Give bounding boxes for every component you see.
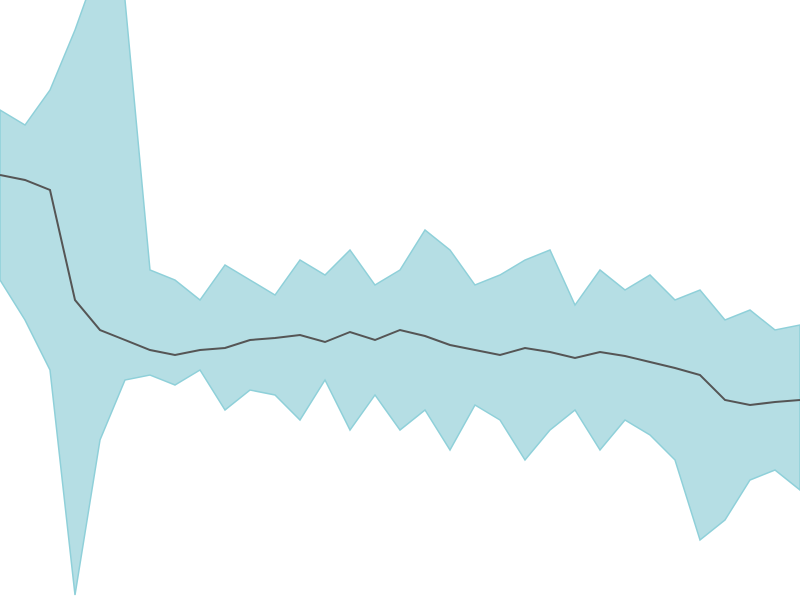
confidence-band [0,0,800,595]
confidence-band-chart [0,0,800,600]
